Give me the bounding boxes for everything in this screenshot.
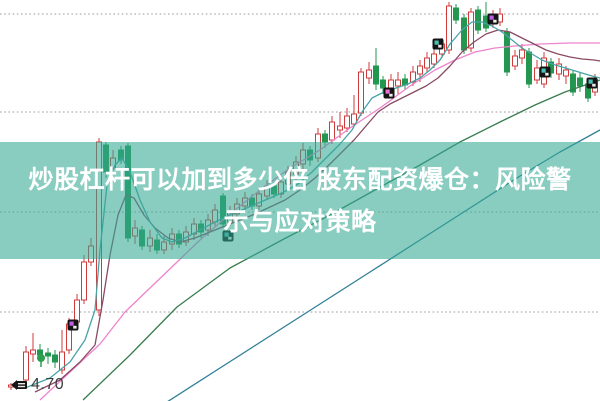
candle-body <box>59 351 65 371</box>
title-banner: 炒股杠杆可以加到多少倍 股东配资爆仓：风险警 示与应对策略 <box>0 142 600 259</box>
candle-body <box>534 67 540 81</box>
candle-body <box>512 55 518 67</box>
candle-body <box>380 79 386 89</box>
candle-body <box>519 49 525 59</box>
candle-body <box>388 79 394 89</box>
ma-line-ma20 <box>39 42 600 401</box>
candle-body <box>468 11 474 49</box>
candle-body <box>475 9 481 31</box>
candle-body <box>563 69 569 77</box>
signal-marker <box>383 87 395 99</box>
candle-body <box>526 51 532 85</box>
candle-body <box>45 352 51 357</box>
banner-title-line-2: 示与应对策略 <box>223 207 377 236</box>
signal-marker <box>586 77 598 89</box>
low-price-marker-icon <box>11 380 27 390</box>
candle-body <box>322 133 328 143</box>
candle-body <box>446 5 452 51</box>
low-price-value: 4.70 <box>31 376 65 393</box>
candle-body <box>570 73 576 93</box>
candle-body <box>337 125 343 131</box>
signal-marker <box>67 319 79 331</box>
candle-body <box>351 113 357 125</box>
candle-body <box>74 299 80 323</box>
candle-body <box>52 354 58 363</box>
signal-marker <box>539 66 551 78</box>
candle-body <box>366 69 372 79</box>
candle-body <box>431 53 437 65</box>
candle-body <box>329 121 335 141</box>
signal-marker <box>487 13 499 25</box>
candle-body <box>395 79 401 87</box>
candle-body <box>577 77 583 87</box>
candle-body <box>556 63 562 75</box>
banner-title-line-1: 炒股杠杆可以加到多少倍 股东配资爆仓：风险警 <box>28 165 572 194</box>
candle-body <box>373 65 379 85</box>
candle-body <box>358 71 364 114</box>
candle-body <box>81 261 87 301</box>
signal-marker <box>432 38 444 50</box>
candle-body <box>23 351 29 381</box>
candle-body <box>453 7 459 21</box>
low-price-label: 4.70 <box>11 376 64 394</box>
candle-body <box>344 115 350 129</box>
candle-body <box>417 65 423 75</box>
candle-body <box>461 17 467 51</box>
dividend-marker <box>37 354 45 367</box>
candle-body <box>424 57 430 69</box>
candle-body <box>30 349 36 355</box>
